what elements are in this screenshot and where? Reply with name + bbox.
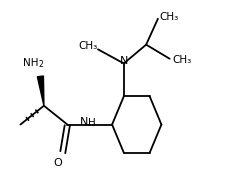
Text: N: N [120,56,128,66]
Text: 2: 2 [39,60,44,69]
Text: CH₃: CH₃ [160,12,179,22]
Text: CH₃: CH₃ [78,41,97,51]
Text: O: O [54,158,62,168]
Text: CH₃: CH₃ [173,55,192,65]
Text: N: N [80,117,88,127]
Polygon shape [37,76,44,106]
Text: NH: NH [22,58,38,68]
Text: H: H [88,118,96,128]
